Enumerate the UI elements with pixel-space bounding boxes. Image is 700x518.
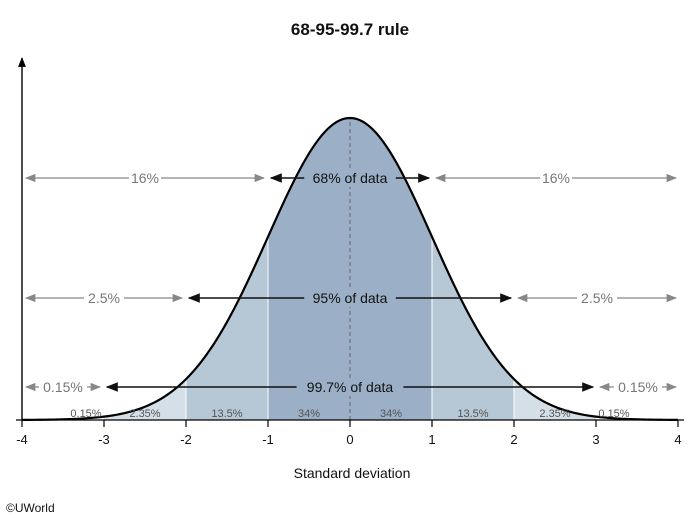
outer-arrow-label-right-1: 16% [542, 170, 570, 186]
band-4 [350, 118, 432, 420]
outer-arrow-label-bg-left-3 [39, 378, 87, 396]
outer-arrow-label-bg-right-3 [614, 378, 662, 396]
x-tick-label-1: -1 [262, 432, 274, 447]
inner-arrow-label-2: 95% of data [313, 290, 388, 306]
x-tick-label-3: -3 [98, 432, 110, 447]
x-tick-label-2: 2 [510, 432, 517, 447]
normal-curve [21, 116, 679, 421]
band-label-7: 2.35% [539, 408, 570, 420]
band-1 [104, 379, 186, 420]
inner-arrow-label-bg-1 [304, 169, 396, 187]
inner-arrow-label-3: 99.7% of data [307, 379, 394, 395]
x-tick-label-4: 4 [674, 432, 681, 447]
shaded-bands [104, 118, 596, 420]
band-label-2: 2.35% [129, 408, 160, 420]
outer-arrow-label-bg-left-1 [129, 169, 161, 187]
band-label-1: 0.15% [70, 408, 101, 420]
x-tick-label-3: 3 [592, 432, 599, 447]
x-axis-label: Standard deviation [294, 465, 411, 481]
copyright-credit: ©UWorld [6, 501, 55, 515]
axes [16, 57, 684, 427]
outer-arrow-label-right-3: 0.15% [618, 379, 658, 395]
outer-arrow-label-left-2: 2.5% [88, 290, 120, 306]
arrows [24, 169, 678, 396]
outer-arrow-label-right-2: 2.5% [581, 290, 613, 306]
band-label-8: 0.15% [598, 408, 629, 420]
inner-arrow-label-bg-3 [296, 378, 404, 396]
curve-layer [21, 116, 679, 421]
band-label-6: 13.5% [457, 408, 488, 420]
inner-arrow-label-bg-2 [304, 289, 396, 307]
band-label-3: 13.5% [211, 408, 242, 420]
x-tick-label-0: 0 [346, 432, 353, 447]
x-tick-label-4: -4 [16, 432, 28, 447]
x-tick-label-1: 1 [428, 432, 435, 447]
outer-arrow-label-bg-left-2 [84, 289, 124, 307]
band-label-5: 34% [380, 408, 402, 420]
band-label-4: 34% [298, 408, 320, 420]
band-6 [514, 379, 596, 420]
outer-arrow-label-left-1: 16% [131, 170, 159, 186]
band-3 [268, 118, 350, 420]
chart-title: 68-95-99.7 rule [291, 20, 409, 39]
inner-arrow-label-1: 68% of data [313, 170, 388, 186]
labels: -4 -3 -2 -1 0 1 2 3 4 0.15% 2.35% 13.5% 34% 34% 13.5% 2… [16, 170, 681, 447]
outer-arrow-label-bg-right-1 [540, 169, 572, 187]
outer-arrow-label-bg-right-2 [577, 289, 617, 307]
x-tick-label-2: -2 [180, 432, 192, 447]
outer-arrow-label-left-3: 0.15% [43, 379, 83, 395]
